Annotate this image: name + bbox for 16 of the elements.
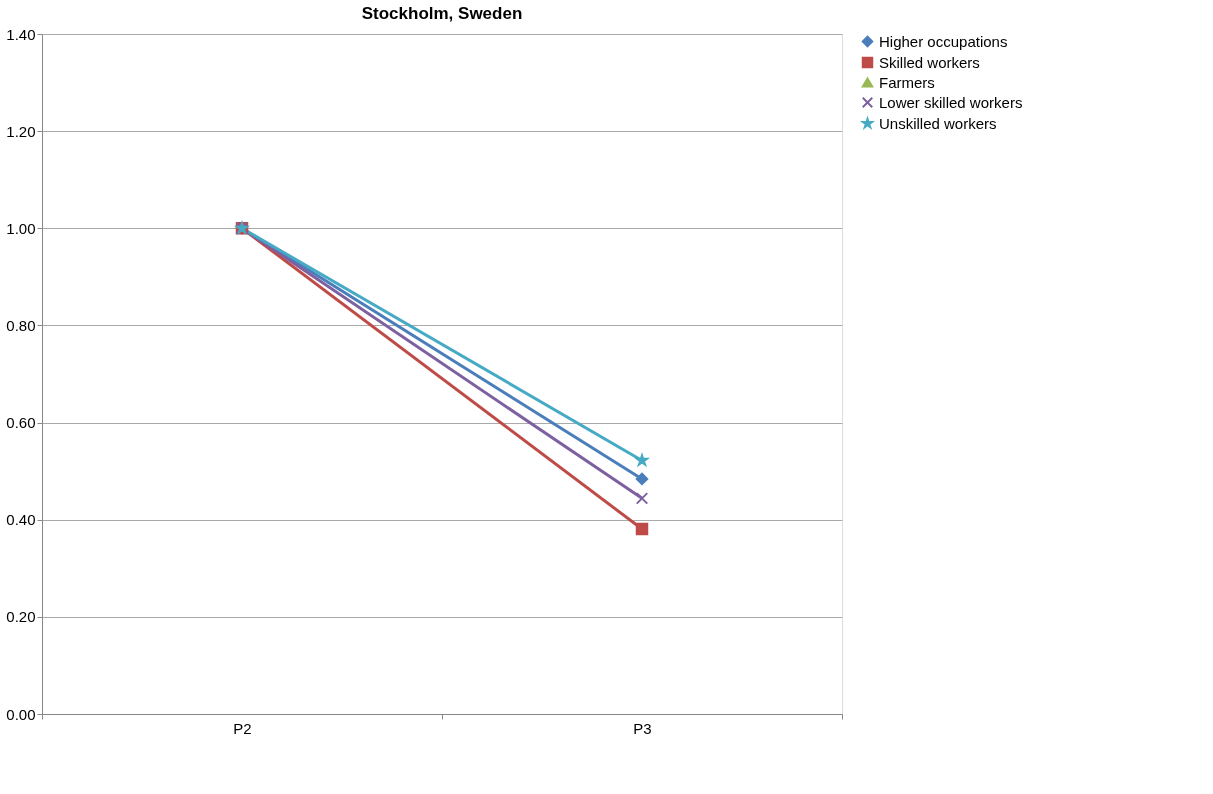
y-tick-label: 0.20 — [6, 608, 36, 626]
y-tick-label: 1.40 — [6, 25, 36, 43]
y-tick-label: 0.80 — [6, 316, 36, 334]
legend-label: Higher occupations — [879, 32, 1008, 50]
y-tick-label: 0.40 — [6, 511, 36, 529]
chart-title: Stockholm, Sweden — [361, 4, 523, 23]
legend-label: Farmers — [879, 73, 935, 91]
legend-label: Skilled workers — [879, 53, 980, 71]
y-tick-label: 1.00 — [6, 219, 36, 237]
x-tick-label: P3 — [633, 719, 652, 737]
y-tick-label: 0.00 — [6, 705, 36, 723]
legend-label: Unskilled workers — [879, 114, 997, 132]
y-tick-label: 0.60 — [6, 414, 36, 432]
legend-label: Lower skilled workers — [879, 93, 1023, 111]
x-tick-label: P2 — [233, 719, 252, 737]
y-tick-label: 1.20 — [6, 122, 36, 140]
